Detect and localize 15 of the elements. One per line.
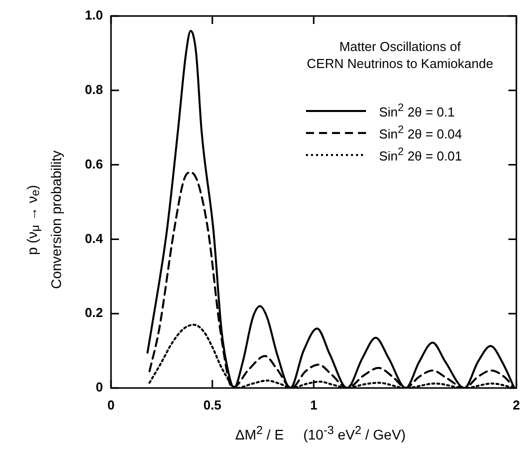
y-tick-label: 0.6 (84, 156, 103, 172)
x-axis-title: ΔM$^{2}$ / E (10$^{-3}$ eV$^{2}$ / GeV) (234, 424, 407, 443)
x-tick-label: 2 (512, 397, 520, 412)
x-tick-label: 0 (107, 397, 115, 412)
y-tick-label: 0.2 (84, 305, 103, 320)
y-tick-label: 0.8 (84, 82, 103, 97)
legend-label: Sin$^{2}$ 2θ = 0.01 (379, 146, 462, 164)
legend-label: Sin$^{2}$ 2θ = 0.1 (379, 102, 455, 120)
x-tick-label: 1 (310, 397, 318, 412)
x-tick-label: 0.5 (203, 397, 222, 412)
y-tick-label: 0 (96, 380, 103, 395)
y-tick-label: 1.0 (84, 8, 103, 23)
text: Matter Oscillations of CERN Neutrinos to Kamiokande (306, 38, 494, 72)
legend-label: Sin$^{2}$ 2θ = 0.04 (379, 124, 462, 142)
y-tick-label: 0.4 (84, 230, 104, 246)
